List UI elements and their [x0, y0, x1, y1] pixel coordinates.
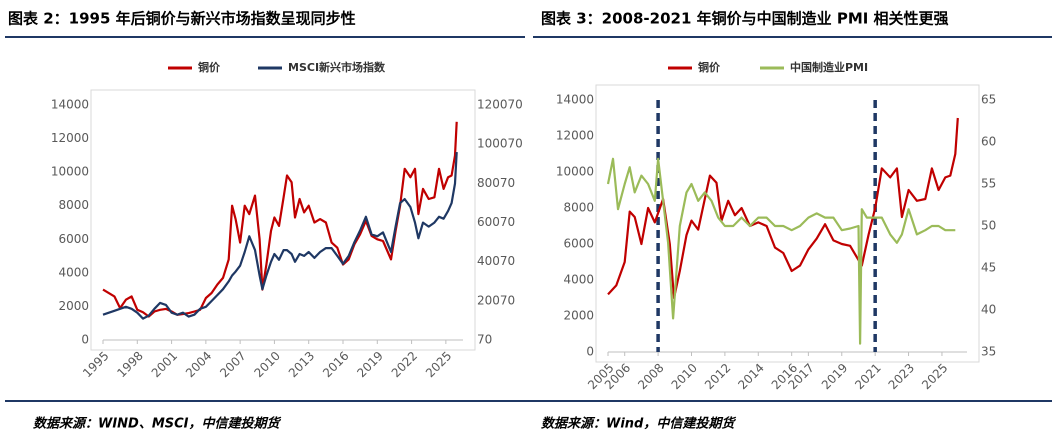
y2-tick-label: 40 [981, 303, 996, 317]
x-tick-label: 2004 [183, 349, 214, 380]
series-line [606, 157, 956, 345]
x-tick-label: 2001 [149, 349, 180, 380]
y2-tick-label: 60 [981, 135, 996, 149]
y-tick-label: 10000 [51, 165, 89, 179]
x-tick-label: 2012 [702, 361, 733, 392]
x-tick-label: 2025 [919, 361, 950, 392]
x-tick-label: 1995 [80, 349, 111, 380]
y2-tick-label: 100070 [477, 137, 523, 151]
y-tick-label: 10000 [556, 165, 594, 179]
x-tick-label: 2025 [423, 349, 454, 380]
legend-label: 铜价 [697, 60, 721, 74]
legend-label: 铜价 [197, 60, 221, 74]
x-tick-label: 2010 [669, 361, 700, 392]
y-tick-label: 14000 [556, 93, 594, 107]
x-tick-label: 2014 [735, 361, 766, 392]
y2-tick-label: 35 [981, 345, 996, 359]
x-tick-label: 2021 [852, 361, 883, 392]
y-tick-label: 0 [81, 333, 89, 347]
x-tick-label: 2023 [886, 361, 917, 392]
y2-tick-label: 65 [981, 93, 996, 107]
y-tick-label: 4000 [58, 265, 89, 279]
y2-tick-label: 55 [981, 177, 996, 191]
x-tick-label: 1998 [114, 349, 145, 380]
y-tick-label: 14000 [51, 98, 89, 112]
y-tick-label: 2000 [58, 299, 89, 313]
x-tick-label: 2010 [252, 349, 283, 380]
y2-tick-label: 120070 [477, 98, 523, 112]
y-tick-label: 2000 [563, 309, 594, 323]
y-tick-label: 4000 [563, 273, 594, 287]
series-line [607, 117, 959, 300]
x-tick-label: 2022 [389, 349, 420, 380]
y2-tick-label: 45 [981, 261, 996, 275]
x-tick-label: 2007 [217, 349, 248, 380]
y-tick-label: 6000 [58, 232, 89, 246]
y2-tick-label: 70 [477, 333, 492, 347]
x-tick-label: 2016 [320, 349, 351, 380]
y2-tick-label: 20070 [477, 293, 515, 307]
y2-tick-label: 50 [981, 219, 996, 233]
legend-label: 中国制造业PMI [790, 60, 868, 74]
series-line [102, 152, 458, 320]
y-tick-label: 12000 [51, 131, 89, 145]
source: 数据来源：Wind，中信建投期货 [541, 416, 736, 432]
legend-label: MSCI新兴市场指数 [288, 60, 386, 74]
chart-title: 图表 3：2008-2021 年铜价与中国制造业 PMI 相关性更强 [541, 10, 949, 28]
x-tick-label: 2019 [354, 349, 385, 380]
y-tick-label: 0 [586, 345, 594, 359]
y2-tick-label: 60070 [477, 215, 515, 229]
y2-tick-label: 80070 [477, 176, 515, 190]
y-tick-label: 8000 [58, 198, 89, 212]
series-line [102, 121, 458, 318]
y-tick-label: 8000 [563, 201, 594, 215]
plot-frame [595, 84, 980, 363]
x-tick-label: 2013 [286, 349, 317, 380]
x-tick-label: 2008 [635, 361, 666, 392]
chart-title: 图表 2：1995 年后铜价与新兴市场指数呈现同步性 [8, 10, 356, 28]
y-tick-label: 12000 [556, 129, 594, 143]
y-tick-label: 6000 [563, 237, 594, 251]
y2-tick-label: 40070 [477, 254, 515, 268]
plot-frame [90, 89, 476, 351]
source: 数据来源：WIND、MSCI，中信建投期货 [33, 416, 282, 432]
x-tick-label: 2019 [819, 361, 850, 392]
